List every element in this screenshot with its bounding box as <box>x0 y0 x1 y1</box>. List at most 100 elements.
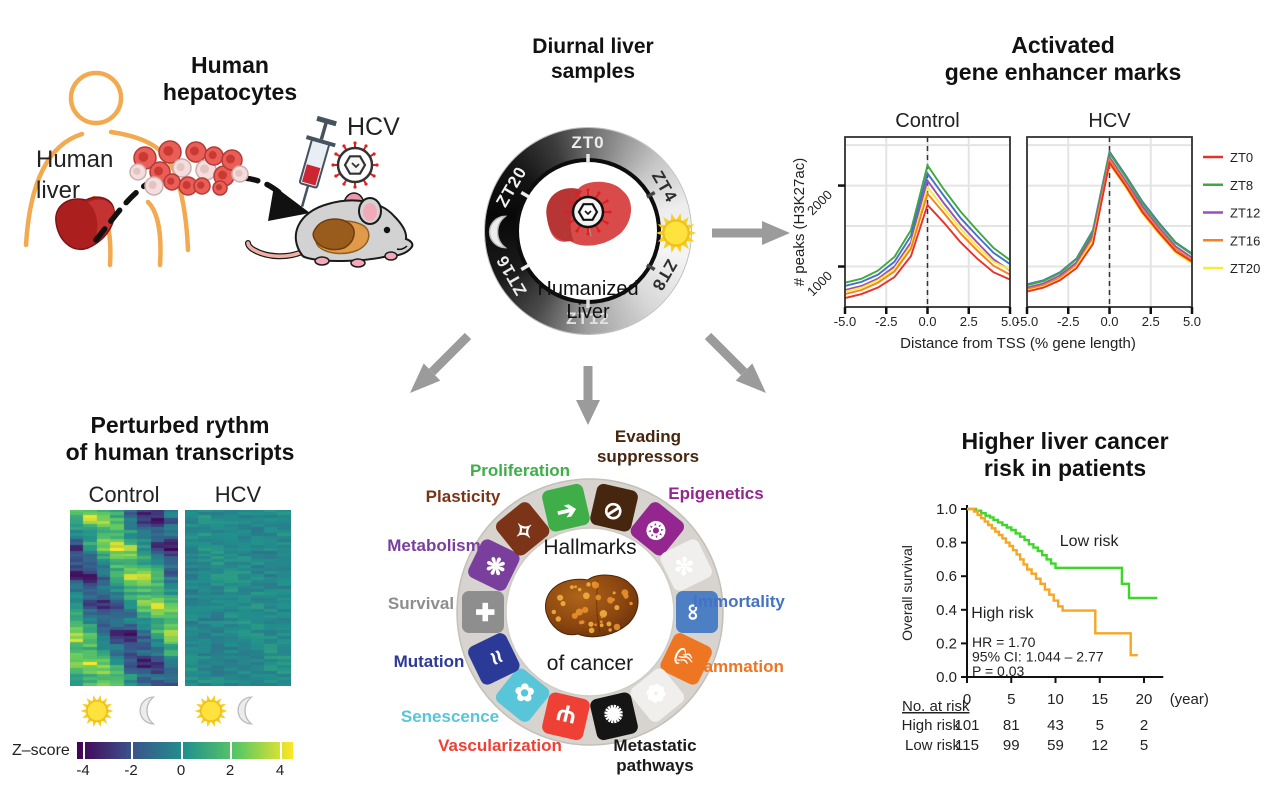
series-ZT0 <box>1026 160 1193 293</box>
heatmap-hcv <box>185 510 291 686</box>
colorbar-separator <box>131 742 133 759</box>
zscore-label: Z–score <box>12 742 70 759</box>
hallmark-tile: ❂ <box>630 502 685 556</box>
svg-text:5: 5 <box>1140 737 1148 754</box>
svg-text:1000: 1000 <box>804 268 835 299</box>
hallmark-label-mutation: Mutation <box>393 652 465 671</box>
svg-text:20: 20 <box>1136 691 1153 708</box>
hallmark-label-vascularization: Vascularization <box>438 736 562 755</box>
svg-text:P = 0.03: P = 0.03 <box>972 663 1025 679</box>
hallmark-tile: ➔ <box>542 483 590 532</box>
svg-text:81: 81 <box>1003 717 1020 734</box>
svg-text:0.8: 0.8 <box>936 535 957 552</box>
km-curve-high-risk <box>967 507 1138 657</box>
colorbar-separator <box>83 742 85 759</box>
cancer-liver-shape <box>545 574 639 638</box>
colorbar-separator <box>280 742 282 759</box>
zscore-colorbar: -4 -2 0 2 4 <box>76 742 293 779</box>
sun-icon <box>655 213 697 253</box>
colorbar-tick: -4 <box>76 762 90 779</box>
syringe-icon <box>298 115 337 207</box>
svg-text:2000: 2000 <box>804 187 835 218</box>
hallmark-tile: ∞ <box>676 591 718 633</box>
svg-text:10: 10 <box>1047 691 1064 708</box>
svg-text:5: 5 <box>1096 717 1104 734</box>
virus-icon <box>564 188 612 236</box>
svg-text:Overall survival: Overall survival <box>899 545 915 641</box>
zt-clock: ZT0 ZT4 ZT8 ZT12 ZT16 ZT20 Humanized Liver <box>485 128 691 334</box>
zt-label-zt12: ZT12 <box>566 309 610 328</box>
hallmark-label-proliferation: Proliferation <box>469 461 571 480</box>
series-ZT12 <box>844 178 1011 291</box>
svg-text:Low risk: Low risk <box>1060 533 1120 550</box>
moon-icon <box>237 696 254 725</box>
series-ZT16 <box>1026 157 1193 291</box>
moon-icon <box>488 215 508 249</box>
infinity-icon: ∞ <box>680 603 707 620</box>
cross-icon: ✚ <box>473 602 500 622</box>
colorbar-tick: 4 <box>275 762 285 779</box>
svg-text:0.0: 0.0 <box>1100 314 1118 329</box>
svg-text:-5.0: -5.0 <box>834 314 856 329</box>
hallmark-label-plasticity: Plasticity <box>425 487 501 506</box>
hepatocytes-illustration <box>23 70 414 268</box>
hallmark-label-epigenetics: Epigenetics <box>668 484 764 503</box>
hallmark-label-metastatic: Metastatic pathways <box>613 736 697 775</box>
svg-text:15: 15 <box>1091 691 1108 708</box>
hallmark-label-immortality: Immortality <box>693 592 785 611</box>
svg-text:12: 12 <box>1091 737 1108 754</box>
svg-text:ZT12: ZT12 <box>1230 206 1260 221</box>
survival-chart: 1.00.80.60.40.20.00 5 10 15 20 (year)Overall … <box>899 501 1209 754</box>
svg-text:43: 43 <box>1047 717 1064 734</box>
series-ZT0 <box>844 203 1011 300</box>
survival-title: Higher liver cancer risk in patients <box>961 428 1169 481</box>
svg-text:95% CI: 1.044 – 2.77: 95% CI: 1.044 – 2.77 <box>972 649 1104 665</box>
svg-text:High risk: High risk <box>902 717 961 734</box>
svg-text:ZT8: ZT8 <box>1230 178 1253 193</box>
hallmark-tile: ❁ <box>630 668 685 722</box>
hallmark-tile: ✿ <box>495 668 550 722</box>
svg-text:101: 101 <box>954 717 979 734</box>
hallmark-label-senescence: Senescence <box>400 707 500 726</box>
colorbar-separator <box>230 742 232 759</box>
hallmarks-panel: ⊘ ❂ ✼ ∞ ♨ ❁ ✺ Ψ ✿ ≈ ✚ ❋ ✧ ➔ Hallmarks of cancer Prolife… <box>387 425 790 787</box>
risk-table-header: No. at risk <box>902 698 970 715</box>
svg-text:0.6: 0.6 <box>936 568 957 585</box>
heatmap-control-header: Control <box>88 482 160 507</box>
hallmark-tile: ✧ <box>495 502 550 556</box>
hallmark-tile: ⊘ <box>590 483 638 532</box>
hallmark-label-metabolism: Metabolism <box>387 536 481 555</box>
svg-text:# peaks (H3K27ac): # peaks (H3K27ac) <box>791 158 808 286</box>
svg-text:ZT20: ZT20 <box>1230 261 1260 276</box>
mouse-illustration <box>245 192 414 268</box>
svg-text:5.0: 5.0 <box>1001 314 1019 329</box>
svg-text:HR = 1.70: HR = 1.70 <box>972 634 1036 650</box>
moon-icon <box>139 696 156 725</box>
hallmark-label-evading: Evading suppressors <box>596 427 700 466</box>
svg-text:Hallmarks: Hallmarks <box>543 536 636 559</box>
series-ZT4 <box>844 171 1011 287</box>
humanized-liver-label: Humanized Liver <box>537 278 639 323</box>
series-ZT12 <box>1026 154 1193 289</box>
virus-icon <box>331 141 379 189</box>
svg-text:0.0: 0.0 <box>918 314 936 329</box>
series-ZT16 <box>844 191 1011 295</box>
hallmark-label-survival: Survival <box>387 594 455 613</box>
clock-ticks <box>520 154 656 308</box>
svg-text:2.5: 2.5 <box>960 314 978 329</box>
hallmark-label-inflammation: Inflammation <box>678 657 784 676</box>
svg-text:High risk: High risk <box>971 605 1034 622</box>
svg-text:of cancer: of cancer <box>547 652 633 675</box>
hallmark-tile: Ψ <box>542 692 590 741</box>
mouse-eye <box>383 226 391 234</box>
svg-text:ZT16: ZT16 <box>1230 233 1260 248</box>
svg-text:5.0: 5.0 <box>1183 314 1201 329</box>
colorbar-separator <box>181 742 183 759</box>
svg-text:Low risk: Low risk <box>905 737 961 754</box>
zt-label-zt0: ZT0 <box>571 133 605 152</box>
svg-text:ZT0: ZT0 <box>1230 150 1253 165</box>
hallmark-tile: ≈ <box>468 633 520 685</box>
svg-text:-5.0: -5.0 <box>1016 314 1038 329</box>
svg-text:1.0: 1.0 <box>936 501 957 518</box>
